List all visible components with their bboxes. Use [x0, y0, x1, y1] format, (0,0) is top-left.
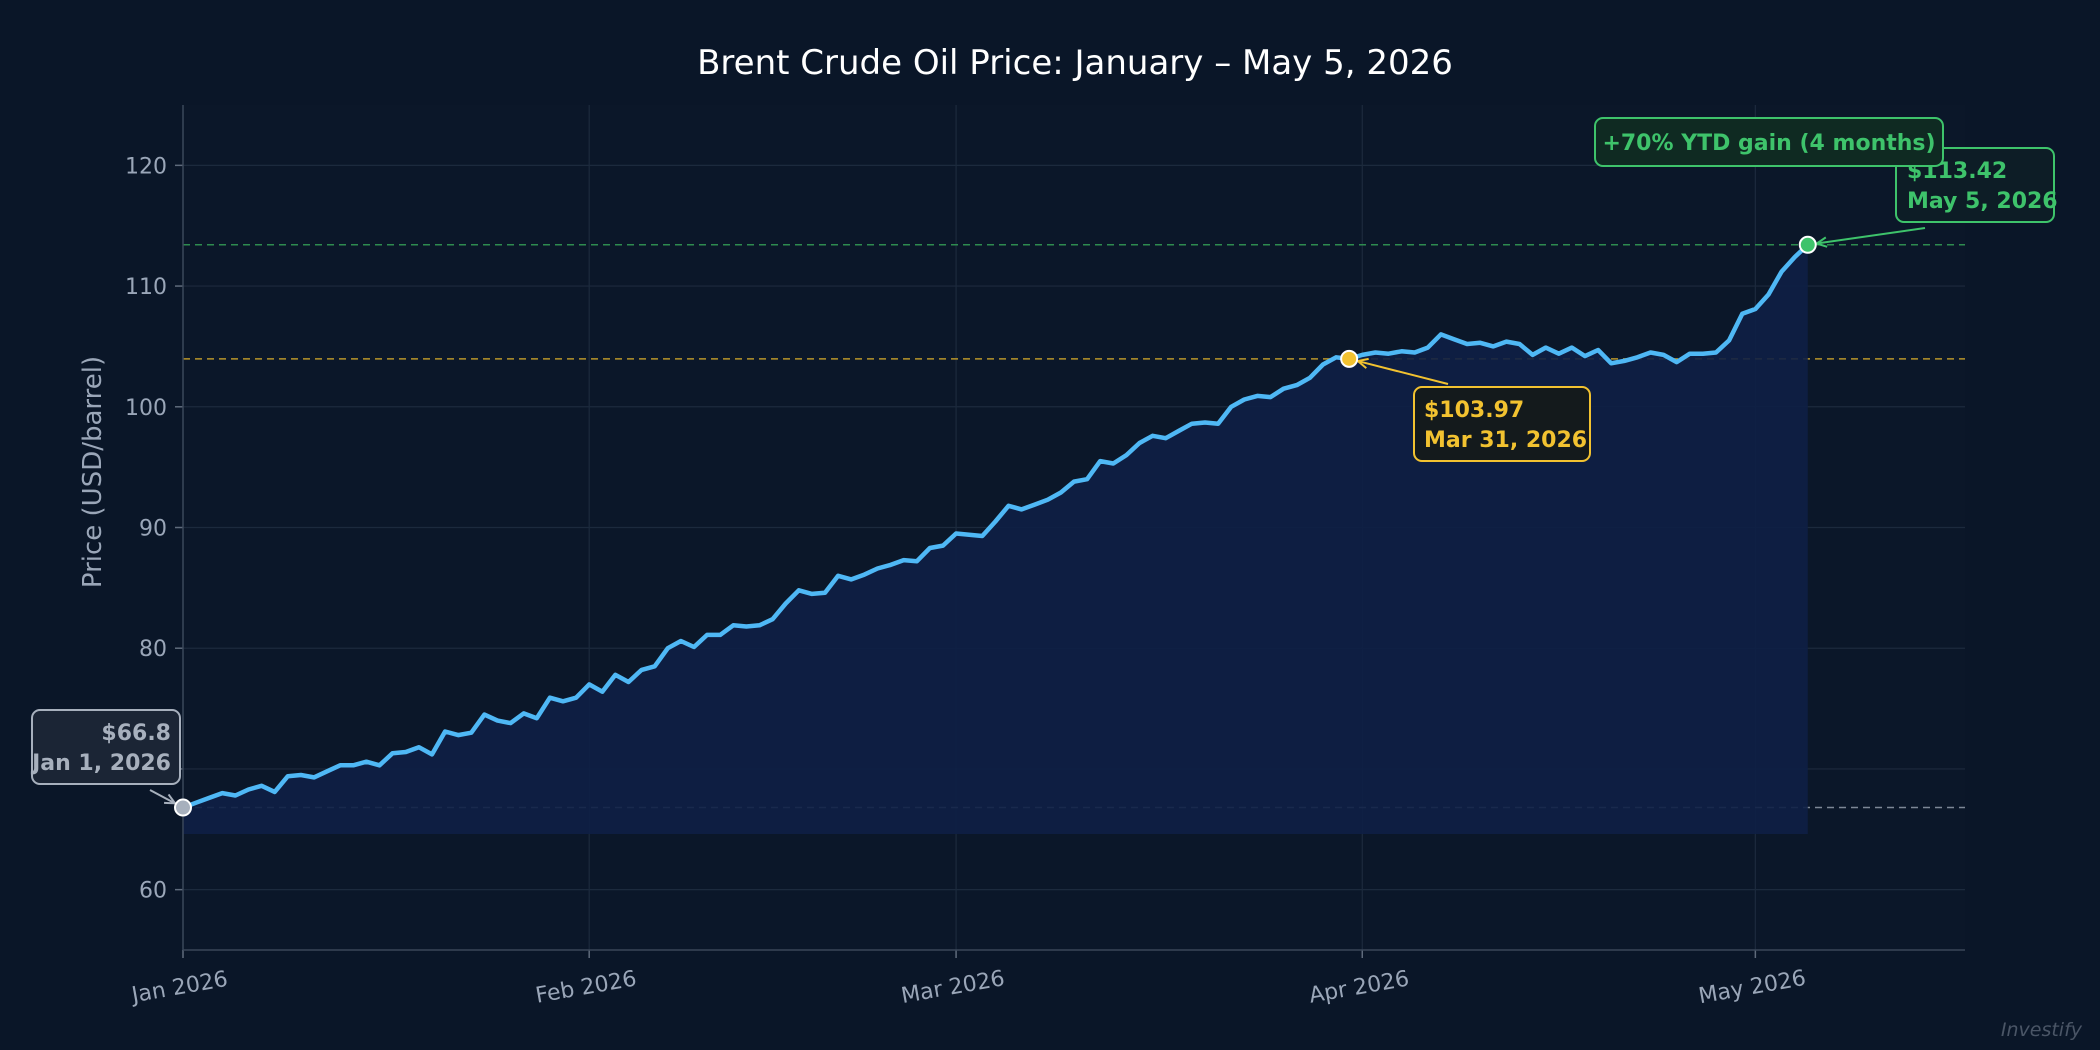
price-series-line [180, 242, 1811, 810]
annotation-point [1798, 235, 1817, 254]
annotation-point [1340, 349, 1359, 368]
annotation-arrow [1816, 227, 1926, 245]
annotation-price: $103.97 [1424, 398, 1524, 423]
annotation-date: May 5, 2026 [1907, 189, 2058, 214]
annotation-arrow [149, 789, 176, 805]
annotation-arrow [1357, 360, 1449, 385]
y-axis-label: Price (USD/barrel) [78, 356, 108, 588]
y-tick-label: 110 [125, 275, 167, 300]
y-tick-label: 80 [139, 637, 167, 662]
annotation-point [174, 798, 192, 817]
annotation-price: $66.8 [101, 721, 171, 746]
annotation-box [31, 709, 181, 785]
watermark: Investify [2001, 1019, 2083, 1041]
annotation-date: Mar 31, 2026 [1424, 428, 1587, 453]
y-tick-label: 120 [125, 154, 167, 179]
ytd-callout-text: +70% YTD gain (4 months) [1602, 131, 1935, 156]
ytd-callout-box [1594, 117, 1944, 167]
annotation-box [1413, 386, 1591, 462]
annotation-date: Jan 1, 2026 [30, 751, 171, 776]
y-tick-label: 100 [125, 396, 167, 421]
chart-title: Brent Crude Oil Price: January – May 5, … [697, 43, 1453, 83]
y-tick-label: 90 [139, 517, 167, 542]
annotation-arrowhead [1814, 236, 1828, 248]
y-tick-label: 60 [139, 879, 167, 904]
